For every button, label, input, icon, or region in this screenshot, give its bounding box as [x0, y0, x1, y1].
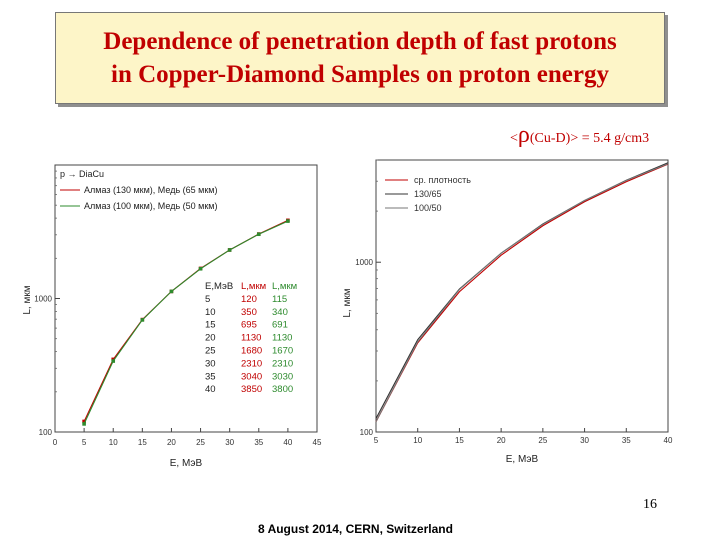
chart-left-legend-label-1: Алмаз (100 мкм), Медь (50 мкм): [84, 201, 217, 211]
chart-left-table-cell: 2310: [272, 358, 293, 369]
chart-left-xtick-label: 20: [167, 438, 176, 447]
chart-left-table-cell: 350: [241, 307, 257, 318]
chart-left-table-cell: 120: [241, 294, 257, 305]
chart-left-ylabel: L, мкм: [22, 285, 33, 314]
chart-left-table-cell: 115: [272, 294, 287, 305]
chart-left-xtick-label: 10: [109, 438, 118, 447]
chart-left-xtick-label: 25: [196, 438, 205, 447]
chart-left-table-cell: 1130: [241, 333, 261, 344]
title-line-1: Dependence of penetration depth of fast …: [103, 28, 617, 55]
title-line-2: in Copper-Diamond Samples on proton ener…: [111, 61, 609, 88]
density-label: <ρ(Cu-D)> = 5.4 g/cm3: [510, 122, 649, 149]
chart-left-table-cell: 1130: [272, 333, 292, 344]
chart-left-ytick-label: 1000: [34, 295, 52, 304]
chart-left-table-cell: 10: [205, 307, 216, 318]
chart-left-point: [256, 232, 261, 237]
density-rest: (Cu-D)> = 5.4 g/cm3: [529, 131, 650, 146]
chart-left-table-cell: 1680: [241, 346, 262, 357]
chart-left-xlabel: E, МэВ: [170, 458, 203, 469]
chart-left-table: E,МэВ L,мкм L,мкм 5 120 115 10 350 340 15 695 691 20…: [205, 281, 297, 395]
chart-left-xtick-label: 35: [254, 438, 263, 447]
chart-left-xtick-label: 0: [53, 438, 58, 447]
chart-left-table-header: L,мкм: [272, 281, 297, 292]
chart-left-table-cell: 35: [205, 371, 216, 382]
chart-left-ytick-label: 100: [39, 428, 53, 437]
chart-left-series: [82, 218, 290, 426]
chart-left-point: [286, 219, 290, 223]
chart-left-table-header: L,мкм: [241, 281, 266, 292]
density-rho: ρ: [517, 122, 530, 148]
chart-left-legend-label-0: Алмаз (130 мкм), Медь (65 мкм): [84, 185, 217, 195]
chart-left-table-cell: 20: [205, 333, 216, 344]
chart-left-table-cell: 3030: [272, 371, 293, 382]
chart-left-table-cell: 340: [272, 307, 288, 318]
chart-left-table-cell: 3040: [241, 371, 262, 382]
density-lt: <: [510, 131, 518, 146]
chart-left-table-cell: 2310: [241, 358, 262, 369]
chart-left-point: [198, 266, 203, 271]
chart-left-xtick-label: 40: [283, 438, 292, 447]
density-comma: ,: [512, 150, 515, 164]
chart-left-table-cell: 30: [205, 358, 216, 369]
chart-left-legend-title: p → DiaCu: [60, 169, 104, 179]
chart-left-table-cell: 25: [205, 346, 216, 357]
chart-left-table-cell: 695: [241, 320, 257, 331]
chart-left-table-cell: 1670: [272, 346, 293, 357]
chart-left-point: [140, 318, 145, 322]
title-box: Dependence of penetration depth of fast …: [55, 12, 665, 104]
chart-left-table-cell: 691: [272, 320, 288, 331]
chart-left-table-cell: 3800: [272, 384, 293, 395]
chart-left-point: [227, 248, 232, 252]
slide-number: 16: [643, 497, 657, 512]
chart-left-point: [82, 422, 86, 426]
chart-left-point: [169, 289, 174, 294]
chart-left-point: [111, 359, 116, 363]
footer-text: 8 August 2014, CERN, Switzerland: [258, 522, 453, 536]
chart-left-xtick-label: 15: [138, 438, 147, 447]
chart-left-xtick-label: 5: [82, 438, 87, 447]
chart-left-table-cell: 5: [205, 294, 210, 305]
chart-left-point: [82, 419, 86, 424]
chart-left-xtick-label: 45: [313, 438, 322, 447]
chart-left-table-header: E,МэВ: [205, 281, 233, 292]
chart-left-series-line-1: [83, 220, 289, 425]
chart-left-table-cell: 40: [205, 384, 216, 395]
chart-left-frame: [54, 164, 318, 433]
chart-left-table-cell: 3850: [241, 384, 262, 395]
chart-left-xtick-label: 30: [225, 438, 234, 447]
chart-left-table-cell: 15: [205, 320, 216, 331]
